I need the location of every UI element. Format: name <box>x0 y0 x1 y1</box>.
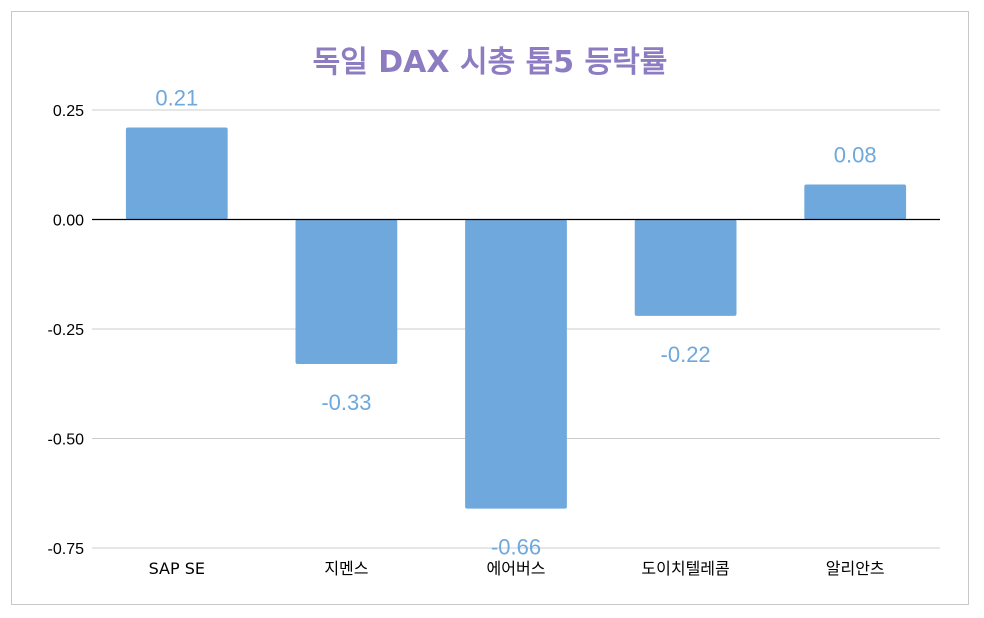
x-category-label: 지멘스 <box>324 559 368 578</box>
bar <box>634 219 737 316</box>
bar <box>804 184 907 220</box>
x-category-label: SAP SE <box>149 559 205 578</box>
y-tick-label: 0.00 <box>53 213 84 230</box>
chart-title: 독일 DAX 시총 톱5 등락률 <box>313 45 668 80</box>
y-tick-label: -0.75 <box>48 541 85 558</box>
bars <box>125 127 907 509</box>
data-label: 0.08 <box>834 142 877 167</box>
bar <box>125 127 228 220</box>
x-category-label: 알리안츠 <box>826 559 885 578</box>
bar <box>295 219 398 365</box>
x-axis-category-labels: SAP SE 지멘스 에어버스 도이치텔레콤 알리안츠 <box>149 559 885 578</box>
y-tick-label: -0.50 <box>48 432 85 449</box>
y-tick-label: -0.25 <box>48 322 85 339</box>
y-tick-label: 0.25 <box>53 103 84 120</box>
data-label: 0.21 <box>155 86 198 111</box>
data-label: -0.33 <box>321 390 371 415</box>
y-axis-tick-labels: 0.25 0.00 -0.25 -0.50 -0.75 <box>48 103 85 558</box>
data-label: -0.66 <box>491 535 541 560</box>
data-labels: 0.21 -0.33 -0.66 -0.22 0.08 <box>155 86 876 560</box>
data-label: -0.22 <box>661 342 711 367</box>
x-category-label: 에어버스 <box>487 559 546 578</box>
x-category-label: 도이치텔레콤 <box>641 559 729 578</box>
bar <box>465 219 567 509</box>
